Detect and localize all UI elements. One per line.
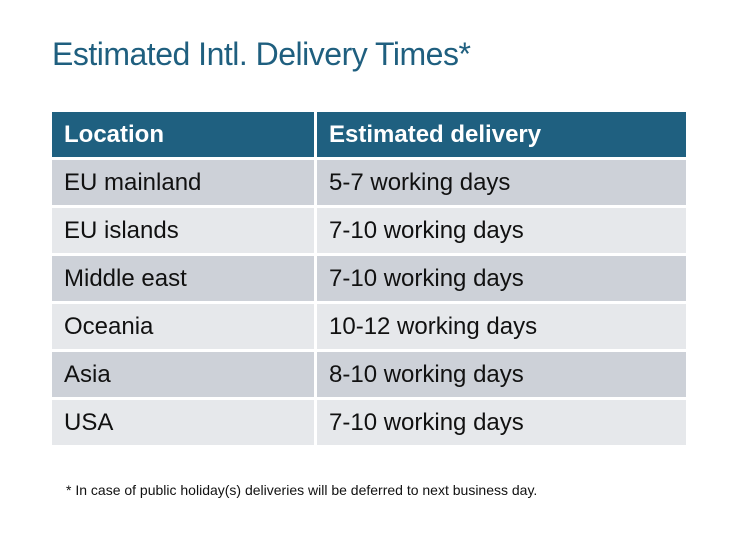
location-cell: Oceania [52,304,314,349]
footnote: * In case of public holiday(s) deliverie… [66,482,538,498]
page-title: Estimated Intl. Delivery Times* [52,36,471,72]
delivery-cell: 7-10 working days [317,400,686,445]
table-row: USA 7-10 working days [52,400,686,445]
delivery-cell: 7-10 working days [317,256,686,301]
table-row: Asia 8-10 working days [52,352,686,397]
table-header-row: Location Estimated delivery [52,112,686,157]
delivery-table: Location Estimated delivery EU mainland 5… [49,109,689,448]
location-cell: EU mainland [52,160,314,205]
location-cell: USA [52,400,314,445]
delivery-cell: 8-10 working days [317,352,686,397]
column-header-delivery: Estimated delivery [317,112,686,157]
table-row: EU islands 7-10 working days [52,208,686,253]
table-row: Oceania 10-12 working days [52,304,686,349]
delivery-cell: 10-12 working days [317,304,686,349]
table-row: EU mainland 5-7 working days [52,160,686,205]
table-row: Middle east 7-10 working days [52,256,686,301]
location-cell: Middle east [52,256,314,301]
delivery-cell: 7-10 working days [317,208,686,253]
delivery-cell: 5-7 working days [317,160,686,205]
location-cell: Asia [52,352,314,397]
column-header-location: Location [52,112,314,157]
location-cell: EU islands [52,208,314,253]
